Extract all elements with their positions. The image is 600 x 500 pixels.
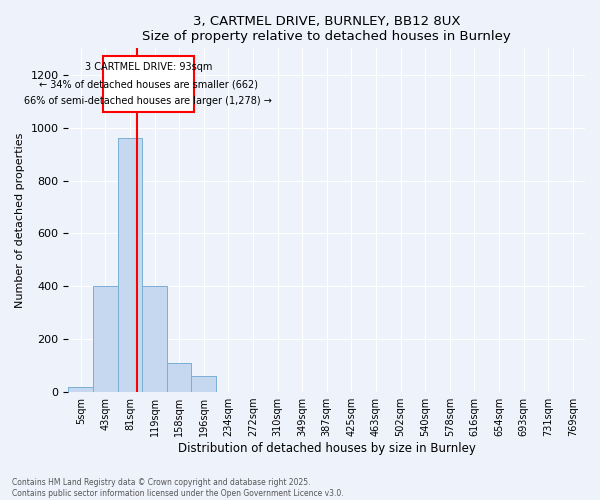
Text: ← 34% of detached houses are smaller (662): ← 34% of detached houses are smaller (66… — [39, 79, 258, 89]
Text: 3 CARTMEL DRIVE: 93sqm: 3 CARTMEL DRIVE: 93sqm — [85, 62, 212, 72]
Bar — [93, 286, 118, 392]
Y-axis label: Number of detached properties: Number of detached properties — [15, 132, 25, 308]
Bar — [167, 363, 191, 392]
Text: 66% of semi-detached houses are larger (1,278) →: 66% of semi-detached houses are larger (… — [25, 96, 272, 106]
Bar — [142, 286, 167, 392]
X-axis label: Distribution of detached houses by size in Burnley: Distribution of detached houses by size … — [178, 442, 476, 455]
Bar — [191, 376, 216, 392]
Bar — [68, 387, 93, 392]
Title: 3, CARTMEL DRIVE, BURNLEY, BB12 8UX
Size of property relative to detached houses: 3, CARTMEL DRIVE, BURNLEY, BB12 8UX Size… — [142, 15, 511, 43]
Text: Contains HM Land Registry data © Crown copyright and database right 2025.
Contai: Contains HM Land Registry data © Crown c… — [12, 478, 344, 498]
Bar — [118, 138, 142, 392]
Bar — [103, 56, 194, 112]
